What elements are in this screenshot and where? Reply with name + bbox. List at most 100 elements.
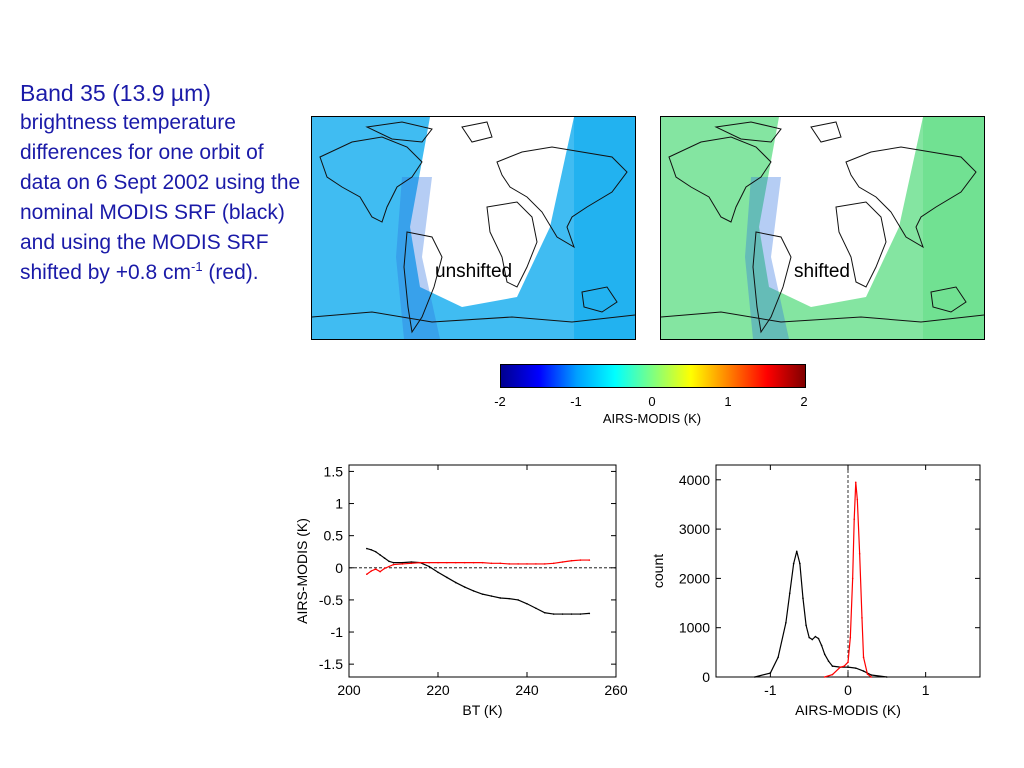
data-point [392, 563, 395, 566]
data-point [854, 481, 857, 484]
data-point [401, 563, 404, 565]
data-point [861, 617, 863, 619]
data-point [870, 676, 873, 678]
coastline [714, 121, 782, 143]
data-point [579, 613, 582, 615]
data-point [370, 570, 373, 572]
map-shifted [660, 116, 985, 340]
data-point [544, 563, 546, 565]
data-point [428, 561, 430, 564]
coastline [486, 201, 538, 288]
data-point [785, 621, 787, 624]
x-tick-label: 200 [337, 682, 361, 698]
y-tick-label: -1 [331, 624, 344, 640]
data-point [831, 673, 834, 676]
coastline [581, 286, 618, 313]
data-point [544, 611, 546, 614]
data-point [446, 576, 448, 579]
data-point [508, 597, 510, 600]
figure-caption: Band 35 (13.9 µm) brightness temperature… [20, 78, 308, 288]
data-point [552, 562, 555, 565]
data-point [472, 561, 475, 564]
coastline [845, 146, 977, 249]
y-tick-label: 1.5 [324, 463, 344, 479]
data-point [374, 550, 377, 553]
data-point [858, 552, 861, 555]
colorbar-tick-label: 1 [724, 394, 731, 409]
data-point [814, 635, 817, 638]
data-point [886, 676, 888, 678]
histogram-chart: -1 0 1 4000 3000 2000 1000 0 AIRS-MODIS (K) count [650, 464, 981, 718]
data-point [777, 656, 779, 659]
data-point [588, 559, 591, 561]
data-point [823, 653, 826, 656]
caption-tail: (red). [208, 261, 259, 284]
data-point [388, 565, 390, 568]
data-point [843, 665, 845, 667]
y-tick-label: 1 [335, 496, 343, 512]
data-point [535, 607, 537, 610]
data-point [526, 563, 528, 565]
data-point [392, 561, 395, 564]
x-tick-label: 240 [515, 682, 539, 698]
coastline [661, 311, 984, 323]
data-point [831, 665, 834, 667]
data-swath [661, 117, 984, 339]
data-point [849, 636, 852, 639]
data-point [517, 599, 519, 601]
data-point [463, 586, 466, 588]
data-point [802, 597, 804, 599]
data-point [379, 570, 381, 573]
data-point [570, 613, 573, 615]
data-point [805, 624, 807, 627]
data-point [588, 612, 591, 615]
coastline [403, 231, 443, 334]
x-axis-label: BT (K) [462, 702, 502, 718]
data-point [499, 597, 502, 599]
data-point [579, 559, 582, 561]
data-point [792, 562, 795, 565]
data-point [379, 554, 381, 556]
plot-frame [348, 464, 617, 678]
data-point [374, 568, 377, 570]
data-swath-east [923, 117, 984, 339]
series-line-0 [754, 551, 887, 678]
x-axis-label: AIRS-MODIS (K) [795, 702, 901, 718]
data-point [795, 550, 798, 553]
data-point [481, 593, 484, 595]
coastline [930, 286, 967, 313]
data-point [870, 674, 873, 676]
caption-body: brightness temperature differences for o… [20, 111, 301, 284]
data-point [401, 561, 404, 564]
data-point [827, 660, 830, 663]
data-point [437, 561, 439, 564]
coastline [835, 201, 887, 288]
y-axis-label: AIRS-MODIS (K) [294, 518, 310, 624]
data-swath-shade [745, 177, 789, 339]
data-point [535, 563, 537, 565]
coastline [319, 136, 423, 223]
y-tick-label: -1.5 [319, 656, 343, 672]
data-point [769, 672, 772, 674]
x-tick-label: 260 [604, 682, 628, 698]
data-point [481, 561, 484, 564]
world-map [661, 117, 984, 339]
data-point [455, 561, 457, 564]
data-point [366, 547, 368, 550]
bt-difference-chart: 200 220 240 260 1.5 1 0.5 0 -0.5 -1 -1.5 BT (K) AIRS… [294, 463, 628, 718]
coastline [752, 231, 792, 334]
data-point [866, 673, 869, 675]
data-point [366, 573, 368, 576]
caption-title: Band 35 (13.9 µm) [20, 80, 211, 106]
data-point [490, 562, 493, 565]
data-point [561, 613, 564, 615]
coastline [668, 136, 772, 223]
data-point [570, 559, 573, 562]
data-point [508, 563, 510, 565]
data-point [851, 577, 854, 580]
x-tick-label: 220 [426, 682, 450, 698]
colorbar [500, 364, 806, 388]
colorbar-tick-label: 0 [648, 394, 655, 409]
data-swath [312, 117, 635, 339]
data-point [410, 561, 413, 563]
